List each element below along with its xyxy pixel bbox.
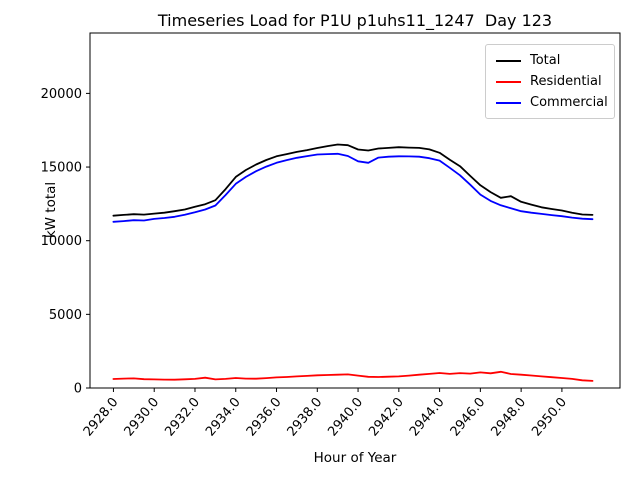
legend: Total Residential Commercial	[485, 44, 615, 119]
legend-label: Residential	[530, 74, 602, 89]
svg-text:2934.0: 2934.0	[203, 395, 244, 439]
x-axis-label: Hour of Year	[314, 450, 397, 466]
svg-text:5000: 5000	[49, 308, 82, 323]
svg-text:10000: 10000	[41, 234, 82, 249]
y-axis-label: kW total	[43, 182, 59, 238]
svg-text:2930.0: 2930.0	[122, 395, 163, 439]
svg-text:2948.0: 2948.0	[488, 395, 529, 439]
svg-text:2940.0: 2940.0	[325, 395, 366, 439]
chart-title: Timeseries Load for P1U p1uhs11_1247 Day…	[157, 11, 552, 31]
commercial-line-swatch	[496, 101, 521, 104]
svg-text:2938.0: 2938.0	[285, 395, 326, 439]
svg-text:2936.0: 2936.0	[244, 395, 285, 439]
legend-label: Commercial	[530, 95, 608, 110]
svg-text:2946.0: 2946.0	[448, 395, 489, 439]
svg-text:15000: 15000	[41, 161, 82, 176]
total-line-swatch	[496, 59, 521, 62]
svg-text:2950.0: 2950.0	[529, 395, 570, 439]
svg-text:0: 0	[74, 382, 82, 397]
svg-text:2942.0: 2942.0	[366, 395, 407, 439]
svg-text:2928.0: 2928.0	[81, 395, 122, 439]
residential-line-swatch	[496, 80, 521, 83]
legend-entry-residential: Residential	[496, 71, 606, 92]
legend-entry-commercial: Commercial	[496, 92, 608, 113]
legend-entry-total: Total	[496, 50, 606, 71]
svg-text:2944.0: 2944.0	[407, 395, 448, 439]
svg-text:2932.0: 2932.0	[162, 395, 203, 439]
svg-text:20000: 20000	[41, 87, 82, 102]
legend-label: Total	[530, 53, 561, 68]
